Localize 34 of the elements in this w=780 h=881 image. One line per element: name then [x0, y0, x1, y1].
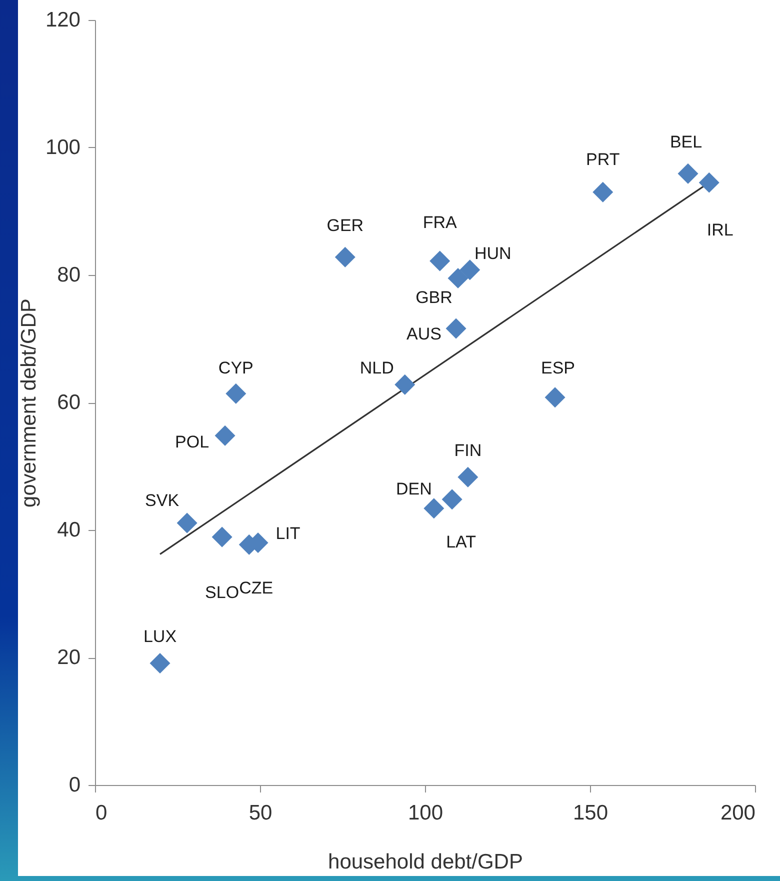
annotation: SLO	[205, 583, 240, 602]
annotation: LAT	[446, 532, 476, 552]
y-tick-label: 120	[45, 8, 80, 32]
annotation: SVK	[145, 490, 180, 510]
annotation: FRA	[422, 212, 458, 232]
x-axis-title: household debt/GDP	[328, 850, 523, 874]
y-axis-title: government debt/GDP	[17, 298, 40, 508]
annotation: DEN	[396, 479, 432, 498]
y-tick-label: 100	[45, 136, 80, 159]
annotation: FIN	[454, 441, 482, 460]
annotation: CZE	[239, 578, 274, 598]
annotation: NLD	[360, 358, 394, 378]
y-tick-label: 20	[57, 646, 80, 669]
x-tick-label: 150	[572, 802, 608, 824]
x-tick-label: 100	[408, 802, 444, 824]
annotation: PRT	[586, 150, 620, 170]
y-tick-label: 60	[57, 391, 80, 414]
x-tick-label: 0	[96, 802, 108, 824]
annotation: POL	[175, 432, 210, 452]
x-tick-label: 50	[248, 802, 272, 824]
annotation: AUS	[406, 324, 442, 344]
annotation: IRL	[706, 220, 734, 240]
annotation: ESP	[541, 358, 576, 378]
annotation: LUX	[143, 627, 177, 646]
annotation: LIT	[276, 524, 300, 543]
annotation: GBR	[416, 288, 452, 308]
annotation: GER	[326, 216, 364, 236]
annotation: HUN	[474, 244, 512, 263]
y-tick-label: 40	[57, 518, 80, 542]
y-tick-label: 80	[57, 264, 80, 286]
x-tick-label: 200	[720, 802, 756, 824]
y-tick-label: 0	[68, 774, 80, 796]
annotation: CYP	[218, 358, 254, 378]
annotation: BEL	[670, 132, 702, 152]
